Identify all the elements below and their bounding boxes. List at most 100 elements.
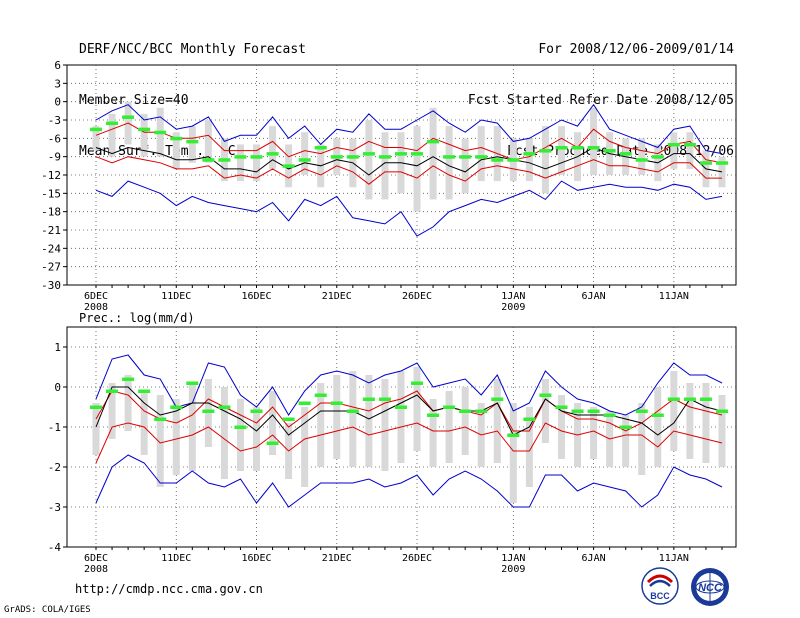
panel1-mark: [218, 158, 231, 162]
panel1-xtick-label: 11JAN: [659, 291, 689, 302]
panel2-mark: [603, 413, 616, 417]
panel2-box: [445, 391, 453, 463]
panel2-box: [493, 379, 501, 463]
panel1-mark: [491, 158, 504, 162]
panel1-mark: [346, 155, 359, 159]
panel2-box: [269, 391, 277, 455]
panel1-mark: [443, 155, 456, 159]
grads-credit: GrADS: COLA/IGES: [4, 605, 91, 615]
panel2-ytick-label: -2: [48, 461, 61, 474]
panel1-mark: [330, 155, 343, 159]
panel2-line-lower-band: [95, 422, 723, 464]
panel1-box: [204, 120, 212, 163]
panel1-mark: [394, 152, 407, 156]
panel1-mark: [459, 155, 472, 159]
panel2-box: [557, 395, 565, 459]
panel1-ytick-label: -18: [41, 206, 61, 219]
panel1-mark: [138, 127, 151, 132]
panel1-ytick-label: -9: [48, 151, 61, 164]
panel2-box: [654, 387, 662, 467]
panel1-line-upper-band: [95, 122, 723, 164]
panel1-mark: [539, 149, 552, 153]
panel1-mark: [202, 158, 215, 162]
panel1-mark: [603, 149, 616, 153]
panel2-box: [236, 399, 244, 471]
panel2-mark: [716, 409, 728, 413]
panel2-mark: [298, 401, 311, 405]
panel1-xtick-label: 1JAN: [501, 291, 525, 302]
panel1-mark: [555, 146, 568, 150]
panel1-box: [541, 126, 549, 194]
panel1-line-lower-envelope: [95, 180, 723, 237]
panel1-xtick-label: 16DEC: [241, 291, 271, 302]
panel1-mark: [234, 155, 247, 159]
panel1-mark: [250, 155, 263, 159]
panel2-box: [461, 387, 469, 455]
panel2-box: [397, 371, 405, 463]
panel2-mark: [555, 405, 568, 409]
panel2-mark: [362, 397, 375, 401]
panel2-box: [188, 383, 196, 471]
panel1-box: [525, 138, 533, 182]
panel2-xtick-label: 11DEC: [161, 553, 191, 564]
panel2-box: [622, 415, 630, 467]
panel2-mark: [443, 405, 456, 409]
panel1-box: [381, 132, 389, 200]
panel2-box: [702, 383, 710, 463]
panel2-mark: [459, 409, 472, 413]
panel1-xtick-label: 21DEC: [322, 291, 352, 302]
panel1-box: [92, 126, 100, 151]
panel1-ytick-label: -27: [41, 261, 61, 274]
panel2-box: [718, 395, 726, 467]
panel2-box: [333, 375, 341, 459]
panel1-box: [590, 107, 598, 175]
panel2-mark: [587, 409, 600, 413]
panel1-mark: [298, 158, 311, 162]
panel2-line-lower-envelope: [95, 454, 723, 508]
panel1-box: [301, 132, 309, 175]
panel2-mark: [667, 397, 680, 401]
panel1-mark: [266, 152, 279, 156]
panel2-mark: [619, 425, 632, 429]
panel1-xtick-label: 6JAN: [582, 291, 606, 302]
panel2-box: [541, 379, 549, 443]
panel1-xtick-label: 11DEC: [161, 291, 191, 302]
panel2-mark: [475, 409, 488, 413]
panel2-box: [381, 379, 389, 471]
panel1-xtick-label: 6DEC: [84, 291, 108, 302]
panel1-box: [269, 126, 277, 169]
panel1-ytick-label: -30: [41, 279, 61, 292]
header-member-size: Member Size=40: [79, 93, 189, 108]
panel1-mark: [314, 146, 327, 150]
panel2-xtick-sublabel: 2008: [84, 564, 108, 575]
panel2-mark: [699, 397, 712, 401]
panel1-box: [413, 126, 421, 212]
panel2-mark: [106, 389, 119, 393]
panel2-box: [92, 403, 100, 455]
footer-url[interactable]: http://cmdp.ncc.cma.gov.cn: [75, 582, 263, 596]
panel2-box: [509, 403, 517, 503]
panel1-box: [253, 144, 261, 182]
panel2-mark: [282, 417, 295, 421]
panel2-frame: [66, 326, 737, 548]
panel1-mark: [507, 158, 520, 162]
panel1-mark: [282, 164, 295, 168]
panel2-box: [413, 367, 421, 451]
panel2-mark: [491, 397, 504, 401]
panel2-line-upper-band: [95, 390, 723, 432]
panel1-mark: [571, 146, 584, 150]
panel2-box: [349, 371, 357, 467]
panel1-mark: [475, 155, 488, 159]
panel2-mark: [683, 397, 696, 401]
bcc-logo: BCC: [641, 567, 679, 605]
panel2-ytick-label: -1: [48, 421, 61, 434]
panel1-mark: [667, 142, 680, 147]
header-start-date: Fcst Started Refer Date 2008/12/05: [467, 93, 734, 108]
panel2-box: [172, 399, 180, 475]
panel1-mark: [587, 146, 600, 150]
panel2-mark: [266, 441, 279, 445]
panel1-mark: [683, 142, 696, 147]
panel2-xtick-sublabel: 2009: [501, 564, 525, 575]
ncc-logo-text: NCC: [698, 582, 723, 594]
